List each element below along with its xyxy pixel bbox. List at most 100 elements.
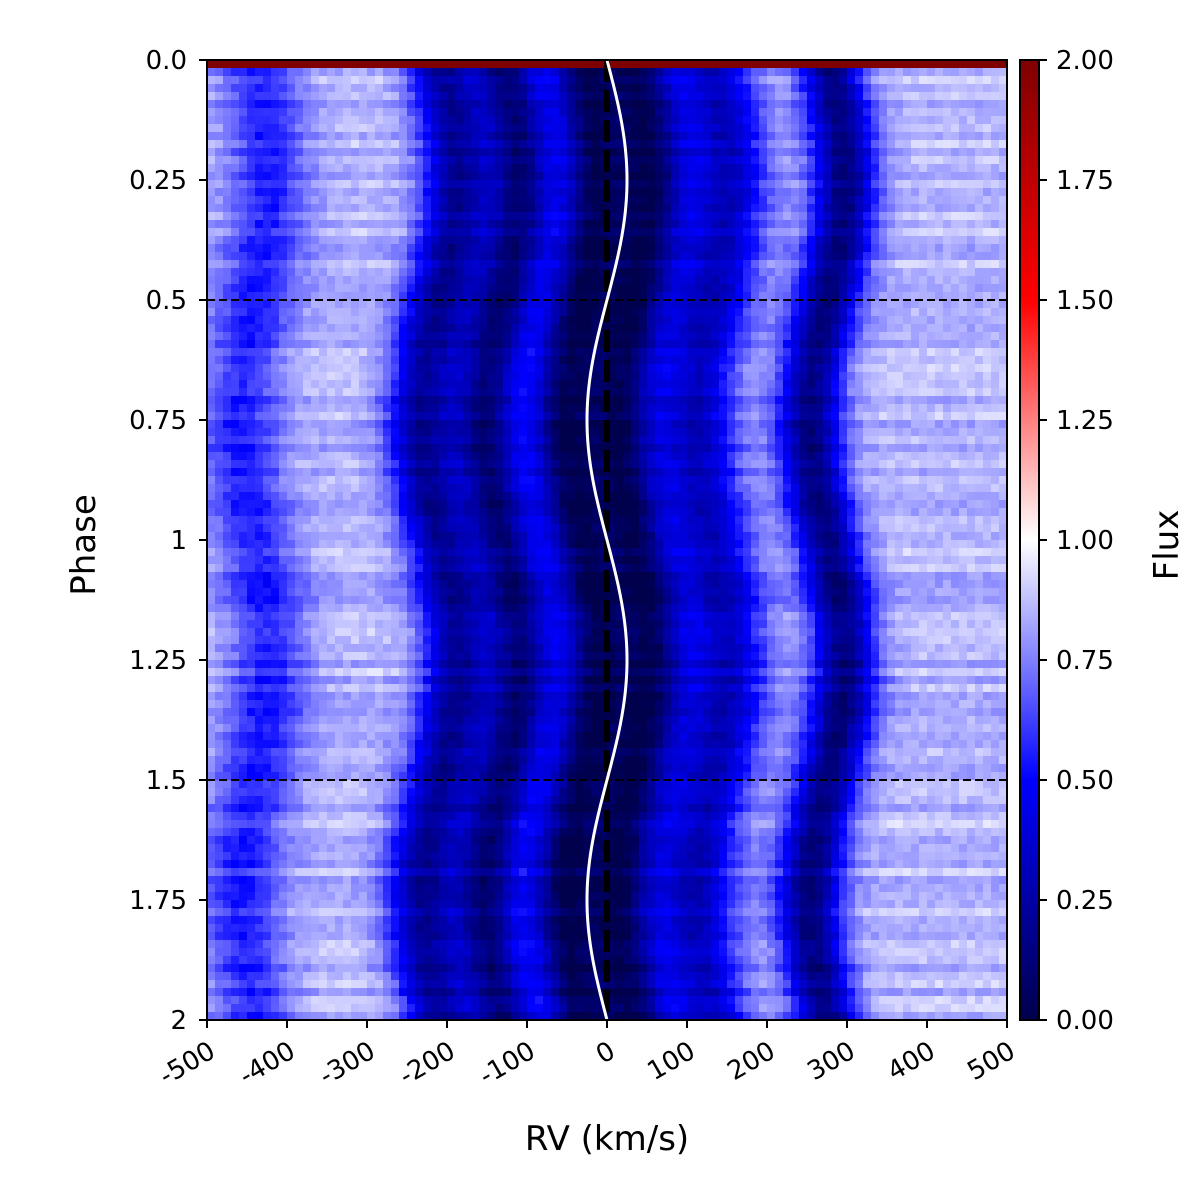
heatmap-cell bbox=[679, 116, 688, 125]
heatmap-cell bbox=[311, 404, 320, 413]
heatmap-cell bbox=[943, 332, 952, 341]
heatmap-cell bbox=[239, 300, 248, 309]
heatmap-cell bbox=[239, 140, 248, 149]
heatmap-cell bbox=[247, 212, 256, 221]
heatmap-cell bbox=[399, 204, 408, 213]
heatmap-cell bbox=[535, 116, 544, 125]
heatmap-cell bbox=[615, 276, 624, 285]
heatmap-cell bbox=[943, 180, 952, 189]
heatmap-cell bbox=[735, 132, 744, 141]
heatmap-cell bbox=[255, 372, 264, 381]
heatmap-cell bbox=[871, 388, 880, 397]
heatmap-cell bbox=[375, 164, 384, 173]
heatmap-cell bbox=[855, 324, 864, 333]
heatmap-cell bbox=[615, 348, 624, 357]
heatmap-cell bbox=[567, 156, 576, 165]
heatmap-cell bbox=[263, 188, 272, 197]
heatmap-cell bbox=[751, 260, 760, 269]
heatmap-cell bbox=[791, 268, 800, 277]
heatmap-cell bbox=[791, 380, 800, 389]
heatmap-cell bbox=[255, 380, 264, 389]
heatmap-cell bbox=[903, 196, 912, 205]
heatmap-cell bbox=[351, 84, 360, 93]
heatmap-cell bbox=[399, 188, 408, 197]
heatmap-cell bbox=[247, 340, 256, 349]
heatmap-cell bbox=[783, 204, 792, 213]
heatmap-cell bbox=[975, 404, 984, 413]
heatmap-cell bbox=[431, 404, 440, 413]
heatmap-cell bbox=[391, 404, 400, 413]
heatmap-cell bbox=[495, 244, 504, 253]
heatmap-cell bbox=[383, 140, 392, 149]
heatmap-cell bbox=[287, 372, 296, 381]
heatmap-cell bbox=[615, 364, 624, 373]
heatmap-cell bbox=[431, 180, 440, 189]
heatmap-cell bbox=[695, 124, 704, 133]
heatmap-cell bbox=[479, 236, 488, 245]
heatmap-cell bbox=[767, 268, 776, 277]
heatmap-cell bbox=[447, 452, 456, 461]
heatmap-cell bbox=[847, 228, 856, 237]
heatmap-cell bbox=[895, 188, 904, 197]
heatmap-cell bbox=[399, 452, 408, 461]
heatmap-cell bbox=[607, 444, 616, 453]
heatmap-cell bbox=[575, 300, 584, 309]
heatmap-cell bbox=[511, 260, 520, 269]
heatmap-cell bbox=[343, 204, 352, 213]
heatmap-cell bbox=[327, 452, 336, 461]
heatmap-cell bbox=[639, 212, 648, 221]
heatmap-cell bbox=[991, 84, 1000, 93]
heatmap-cell bbox=[871, 268, 880, 277]
heatmap-cell bbox=[903, 332, 912, 341]
heatmap-cell bbox=[951, 372, 960, 381]
heatmap-cell bbox=[535, 172, 544, 181]
heatmap-cell bbox=[991, 356, 1000, 365]
heatmap-cell bbox=[935, 420, 944, 429]
heatmap-cell bbox=[311, 132, 320, 141]
heatmap-cell bbox=[711, 364, 720, 373]
heatmap-cell bbox=[447, 428, 456, 437]
heatmap-cell bbox=[871, 196, 880, 205]
heatmap-cell bbox=[511, 108, 520, 117]
heatmap-cell bbox=[399, 92, 408, 101]
heatmap-cell bbox=[935, 356, 944, 365]
heatmap-cell bbox=[743, 84, 752, 93]
heatmap-cell bbox=[895, 436, 904, 445]
heatmap-cell bbox=[975, 220, 984, 229]
heatmap-cell bbox=[807, 164, 816, 173]
heatmap-cell bbox=[959, 140, 968, 149]
heatmap-cell bbox=[671, 452, 680, 461]
heatmap-cell bbox=[431, 412, 440, 421]
heatmap-cell bbox=[591, 292, 600, 301]
heatmap-cell bbox=[295, 404, 304, 413]
heatmap-cell bbox=[519, 420, 528, 429]
heatmap-cell bbox=[567, 148, 576, 157]
heatmap-cell bbox=[703, 68, 712, 77]
heatmap-cell bbox=[847, 444, 856, 453]
heatmap-cell bbox=[255, 164, 264, 173]
heatmap-cell bbox=[295, 60, 304, 69]
heatmap-cell bbox=[615, 324, 624, 333]
heatmap-cell bbox=[583, 284, 592, 293]
heatmap-cell bbox=[455, 140, 464, 149]
heatmap-cell bbox=[415, 220, 424, 229]
heatmap-cell bbox=[679, 260, 688, 269]
heatmap-cell bbox=[727, 164, 736, 173]
heatmap-cell bbox=[559, 108, 568, 117]
heatmap-cell bbox=[991, 260, 1000, 269]
heatmap-cell bbox=[871, 100, 880, 109]
heatmap-cell bbox=[663, 420, 672, 429]
heatmap-cell bbox=[319, 364, 328, 373]
heatmap-cell bbox=[263, 252, 272, 261]
heatmap-cell bbox=[967, 380, 976, 389]
heatmap-cell bbox=[807, 356, 816, 365]
heatmap-cell bbox=[335, 156, 344, 165]
heatmap-cell bbox=[407, 140, 416, 149]
heatmap-cell bbox=[735, 212, 744, 221]
heatmap-cell bbox=[751, 452, 760, 461]
heatmap-cell bbox=[527, 412, 536, 421]
heatmap-cell bbox=[967, 140, 976, 149]
heatmap-cell bbox=[263, 452, 272, 461]
heatmap-cell bbox=[999, 124, 1007, 133]
heatmap-cell bbox=[575, 68, 584, 77]
